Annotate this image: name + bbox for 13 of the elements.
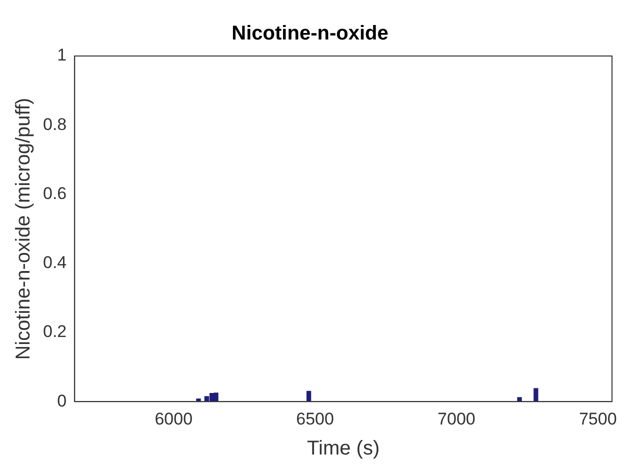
x-tick-label: 7000 [438, 409, 476, 428]
x-axis-title: Time (s) [307, 438, 380, 460]
chart-title: Nicotine-n-oxide [232, 22, 388, 45]
x-tick-label: 7500 [578, 409, 617, 428]
y-tick-label: 0.4 [42, 253, 67, 272]
x-tick-label: 6000 [154, 409, 193, 428]
y-tick-label: 0.2 [42, 322, 67, 342]
y-tick-label: 1 [57, 46, 67, 65]
y-tick-label: 0.8 [42, 114, 67, 134]
y-tick-label: 0 [57, 391, 67, 410]
y-axis-title: Nicotine-n-oxide (microg/puff) [12, 98, 35, 360]
y-tick-label: 0.6 [42, 184, 67, 203]
x-tick-label: 6500 [296, 409, 334, 428]
